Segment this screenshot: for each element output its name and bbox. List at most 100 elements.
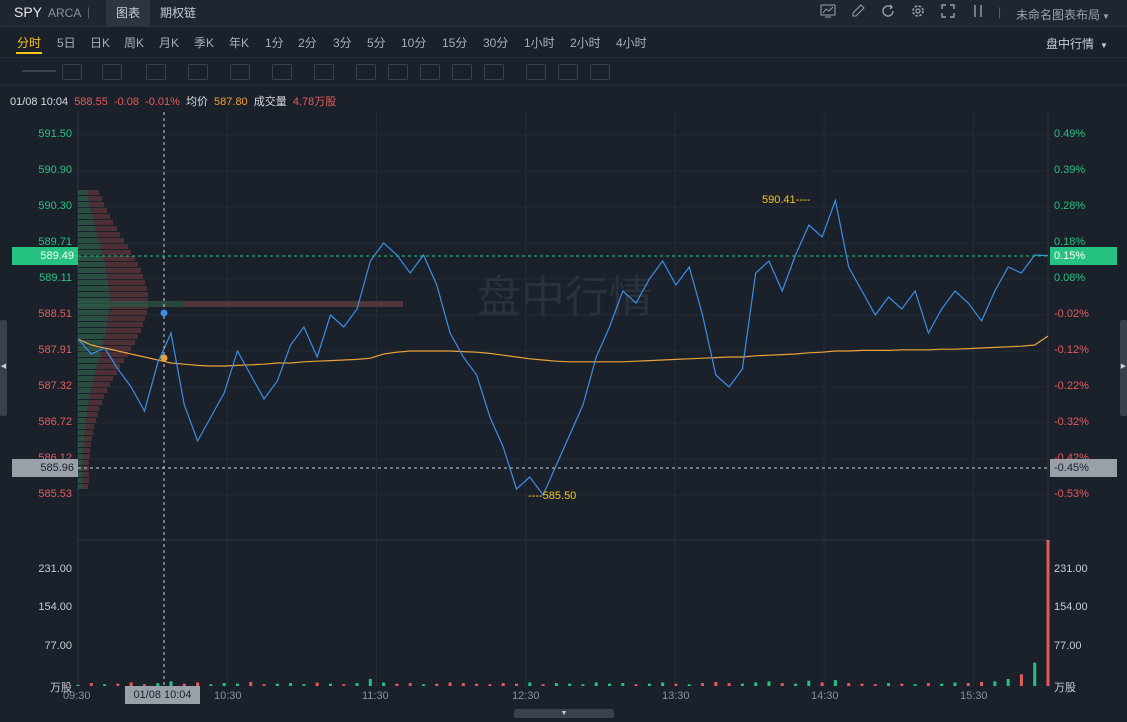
lock-tool-icon[interactable] xyxy=(388,64,408,80)
volume-axis-right-unit: 万股 xyxy=(1054,682,1076,694)
arrow-tool-icon[interactable] xyxy=(188,64,208,80)
period-intraday[interactable]: 分时 xyxy=(17,36,42,50)
ticker-symbol[interactable]: SPY xyxy=(14,4,43,20)
period-weekly[interactable]: 周K xyxy=(124,36,145,50)
channel-tool-icon[interactable] xyxy=(146,64,166,80)
period-15m[interactable]: 15分 xyxy=(442,36,468,50)
settings-icon[interactable] xyxy=(908,3,928,23)
volume-bar xyxy=(926,683,930,686)
market-mode-dropdown[interactable]: 盘中行情 ▼ xyxy=(1046,35,1108,52)
volume-profile-bar-up xyxy=(78,250,102,255)
period-1m[interactable]: 1分 xyxy=(265,36,284,50)
time-label-1530: 15:30 xyxy=(960,690,988,702)
bottom-scroll-handle[interactable]: ▼ xyxy=(514,709,614,718)
watermark: 盘中行情 xyxy=(477,273,653,322)
period-5d[interactable]: 5日 xyxy=(57,36,76,50)
price-axis-label: 590.30 xyxy=(38,200,72,212)
volume-profile-bar-down xyxy=(83,442,91,447)
volume-profile-bar-up xyxy=(78,190,88,195)
magnet-tool-icon[interactable] xyxy=(452,64,472,80)
image-tool-icon[interactable] xyxy=(272,64,292,80)
volume-bar xyxy=(1033,662,1037,686)
volume-profile-bar-down xyxy=(93,220,113,225)
volume-profile-bar-down xyxy=(82,478,89,483)
period-daily[interactable]: 日K xyxy=(90,36,111,50)
tab-chart[interactable]: 图表 xyxy=(106,0,151,26)
period-5m[interactable]: 5分 xyxy=(367,36,386,50)
pct-axis-label: 0.08% xyxy=(1054,272,1086,284)
eye-tool-icon[interactable] xyxy=(420,64,440,80)
volume-axis-left-unit: 万股 xyxy=(50,682,72,694)
volume-profile-bar-down xyxy=(95,226,117,231)
volume-profile-bar-down xyxy=(101,346,131,351)
text-tool-icon[interactable] xyxy=(230,64,250,80)
volume-profile-bar-up xyxy=(78,328,107,333)
period-1h[interactable]: 1小时 xyxy=(524,36,555,50)
rectangle-tool-icon[interactable] xyxy=(62,64,82,80)
volume-bar xyxy=(581,684,585,686)
volume-bar xyxy=(701,683,705,686)
volume-profile-bar-down xyxy=(101,250,131,255)
volume-axis-left-154: 154.00 xyxy=(38,601,72,613)
time-label-1330: 13:30 xyxy=(662,690,690,702)
volume-profile-bar-down xyxy=(87,406,99,411)
period-10m[interactable]: 10分 xyxy=(401,36,427,50)
undo-icon[interactable] xyxy=(526,64,546,80)
wave-tool-icon[interactable] xyxy=(102,64,122,80)
volume-profile-bar-down xyxy=(87,412,98,417)
tab-options-chain[interactable]: 期权链 xyxy=(160,6,197,20)
volume-profile-bar-down xyxy=(100,352,128,357)
volume-bar xyxy=(368,678,372,686)
period-2h[interactable]: 2小时 xyxy=(570,36,601,50)
edit-icon[interactable] xyxy=(848,3,868,23)
volume-profile-bar-up xyxy=(78,412,87,417)
period-quarterly[interactable]: 季K xyxy=(194,36,215,50)
period-30m[interactable]: 30分 xyxy=(483,36,509,50)
layout-columns-icon[interactable] xyxy=(968,3,988,23)
period-monthly[interactable]: 月K xyxy=(159,36,180,50)
info-datetime: 01/08 10:04 xyxy=(10,96,69,108)
volume-profile-bar-down xyxy=(96,232,120,237)
cursor-pct-tag: -0.45% xyxy=(1050,459,1117,477)
volume-profile-bar-down xyxy=(109,298,148,303)
volume-bar xyxy=(315,682,319,686)
fullscreen-icon[interactable] xyxy=(938,3,958,23)
layout-name-dropdown[interactable]: 未命名图表布局 ▼ xyxy=(1016,6,1110,23)
volume-profile-bar-up xyxy=(78,226,96,231)
price-axis-label: 590.90 xyxy=(38,164,72,176)
left-panel-toggle[interactable]: ◀ xyxy=(0,320,7,416)
volume-bar xyxy=(807,680,811,686)
chevron-down-icon: ▼ xyxy=(1100,41,1108,50)
pencil-tool-icon[interactable] xyxy=(356,64,376,80)
volume-profile-bar-down xyxy=(82,484,88,489)
period-4h[interactable]: 4小时 xyxy=(616,36,647,50)
volume-profile-bar-down xyxy=(88,400,102,405)
right-panel-toggle[interactable]: ▶ xyxy=(1120,320,1127,416)
volume-profile-bar-up xyxy=(78,460,83,465)
volume-profile-bar-up xyxy=(78,442,84,447)
drawing-toolbar xyxy=(0,57,1127,86)
volume-profile-bar-up xyxy=(78,358,99,363)
volume-profile-bar-highlight xyxy=(183,301,403,307)
measure-tool-icon[interactable] xyxy=(314,64,334,80)
volume-bar xyxy=(727,683,731,686)
refresh-icon[interactable] xyxy=(878,3,898,23)
volume-bar xyxy=(156,683,160,686)
volume-profile-bar-up xyxy=(78,400,89,405)
redo-icon[interactable] xyxy=(558,64,578,80)
pct-axis-label: 0.18% xyxy=(1054,236,1086,248)
volume-bar xyxy=(169,681,173,686)
price-line xyxy=(77,198,1049,497)
volume-profile-bar-up xyxy=(78,280,109,285)
volume-bar xyxy=(76,684,80,686)
line-style-icon[interactable] xyxy=(22,70,56,72)
period-3m[interactable]: 3分 xyxy=(333,36,352,50)
volume-bar xyxy=(621,683,625,686)
chart-icon[interactable] xyxy=(818,3,838,23)
period-2m[interactable]: 2分 xyxy=(298,36,317,50)
copy-tool-icon[interactable] xyxy=(484,64,504,80)
period-yearly[interactable]: 年K xyxy=(229,36,250,50)
trash-icon[interactable] xyxy=(590,64,610,80)
price-axis-label: 587.91 xyxy=(38,344,72,356)
